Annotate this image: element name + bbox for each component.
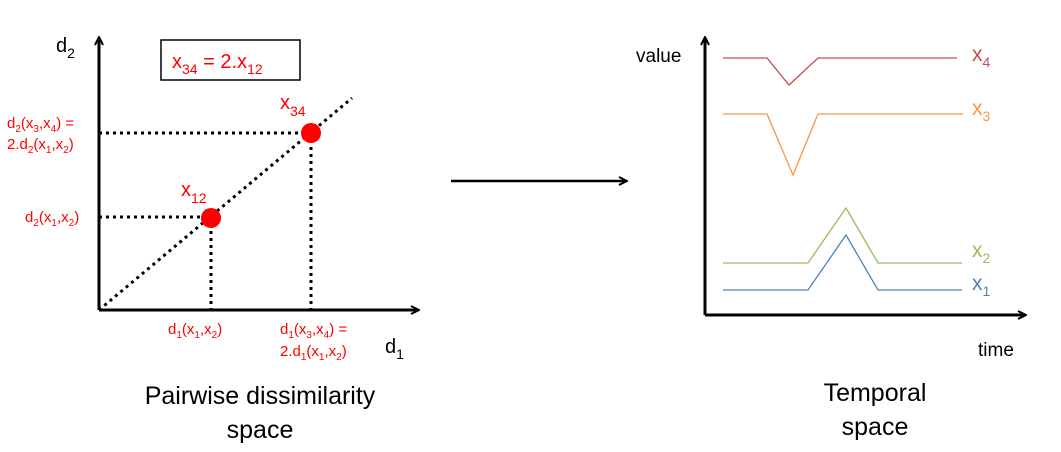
caption-temporal-line2: space bbox=[841, 413, 909, 441]
point-x12-label: x12 bbox=[181, 179, 207, 206]
series-x3-label: x3 bbox=[972, 97, 991, 124]
value-axis-label: value bbox=[636, 46, 681, 67]
series-x2-label: x2 bbox=[972, 239, 991, 266]
y-label-x12: d2(x1,x2) bbox=[25, 209, 79, 229]
y-label-x34-line1: d2(x3,x4) = bbox=[7, 115, 74, 135]
temporal-plot: value time x4 x3 x2 x1 bbox=[636, 38, 1025, 361]
y-label-x34-line2: 2.d2(x1,x2) bbox=[7, 136, 74, 156]
x-label-x34-line1: d1(x3,x4) = bbox=[280, 321, 347, 341]
series-x3-line bbox=[723, 113, 963, 177]
point-x12 bbox=[201, 208, 221, 228]
x-label-x12: d1(x1,x2) bbox=[168, 321, 222, 341]
series-x1-label: x1 bbox=[972, 272, 991, 299]
series-x4-label: x4 bbox=[972, 43, 991, 70]
point-x34-label: x34 bbox=[280, 92, 306, 119]
series-x2-line bbox=[723, 206, 962, 264]
point-x34 bbox=[301, 123, 321, 143]
relation-text: x34 = 2.x12 bbox=[172, 51, 263, 77]
caption-dissimilarity-space: Pairwise dissimilarity space bbox=[100, 379, 420, 447]
dissimilarity-plot: d2 d1 x34 = 2.x12 x12 x34 d2(x3,x4) = 2.… bbox=[7, 35, 418, 363]
caption-dissimilarity-line2: space bbox=[226, 416, 294, 444]
x-label-x34-line2: 2.d1(x1,x2) bbox=[280, 343, 347, 363]
caption-temporal-space: Temporal space bbox=[775, 376, 975, 444]
time-axis-label: time bbox=[978, 340, 1014, 361]
relation-box bbox=[160, 39, 301, 81]
caption-dissimilarity-line1: Pairwise dissimilarity bbox=[144, 382, 376, 410]
series-x4-line bbox=[723, 57, 957, 86]
caption-temporal-line1: Temporal bbox=[823, 379, 927, 407]
d1-axis-label: d1 bbox=[385, 336, 404, 362]
series-x1-line bbox=[723, 233, 962, 291]
d2-axis-label: d2 bbox=[56, 35, 75, 61]
